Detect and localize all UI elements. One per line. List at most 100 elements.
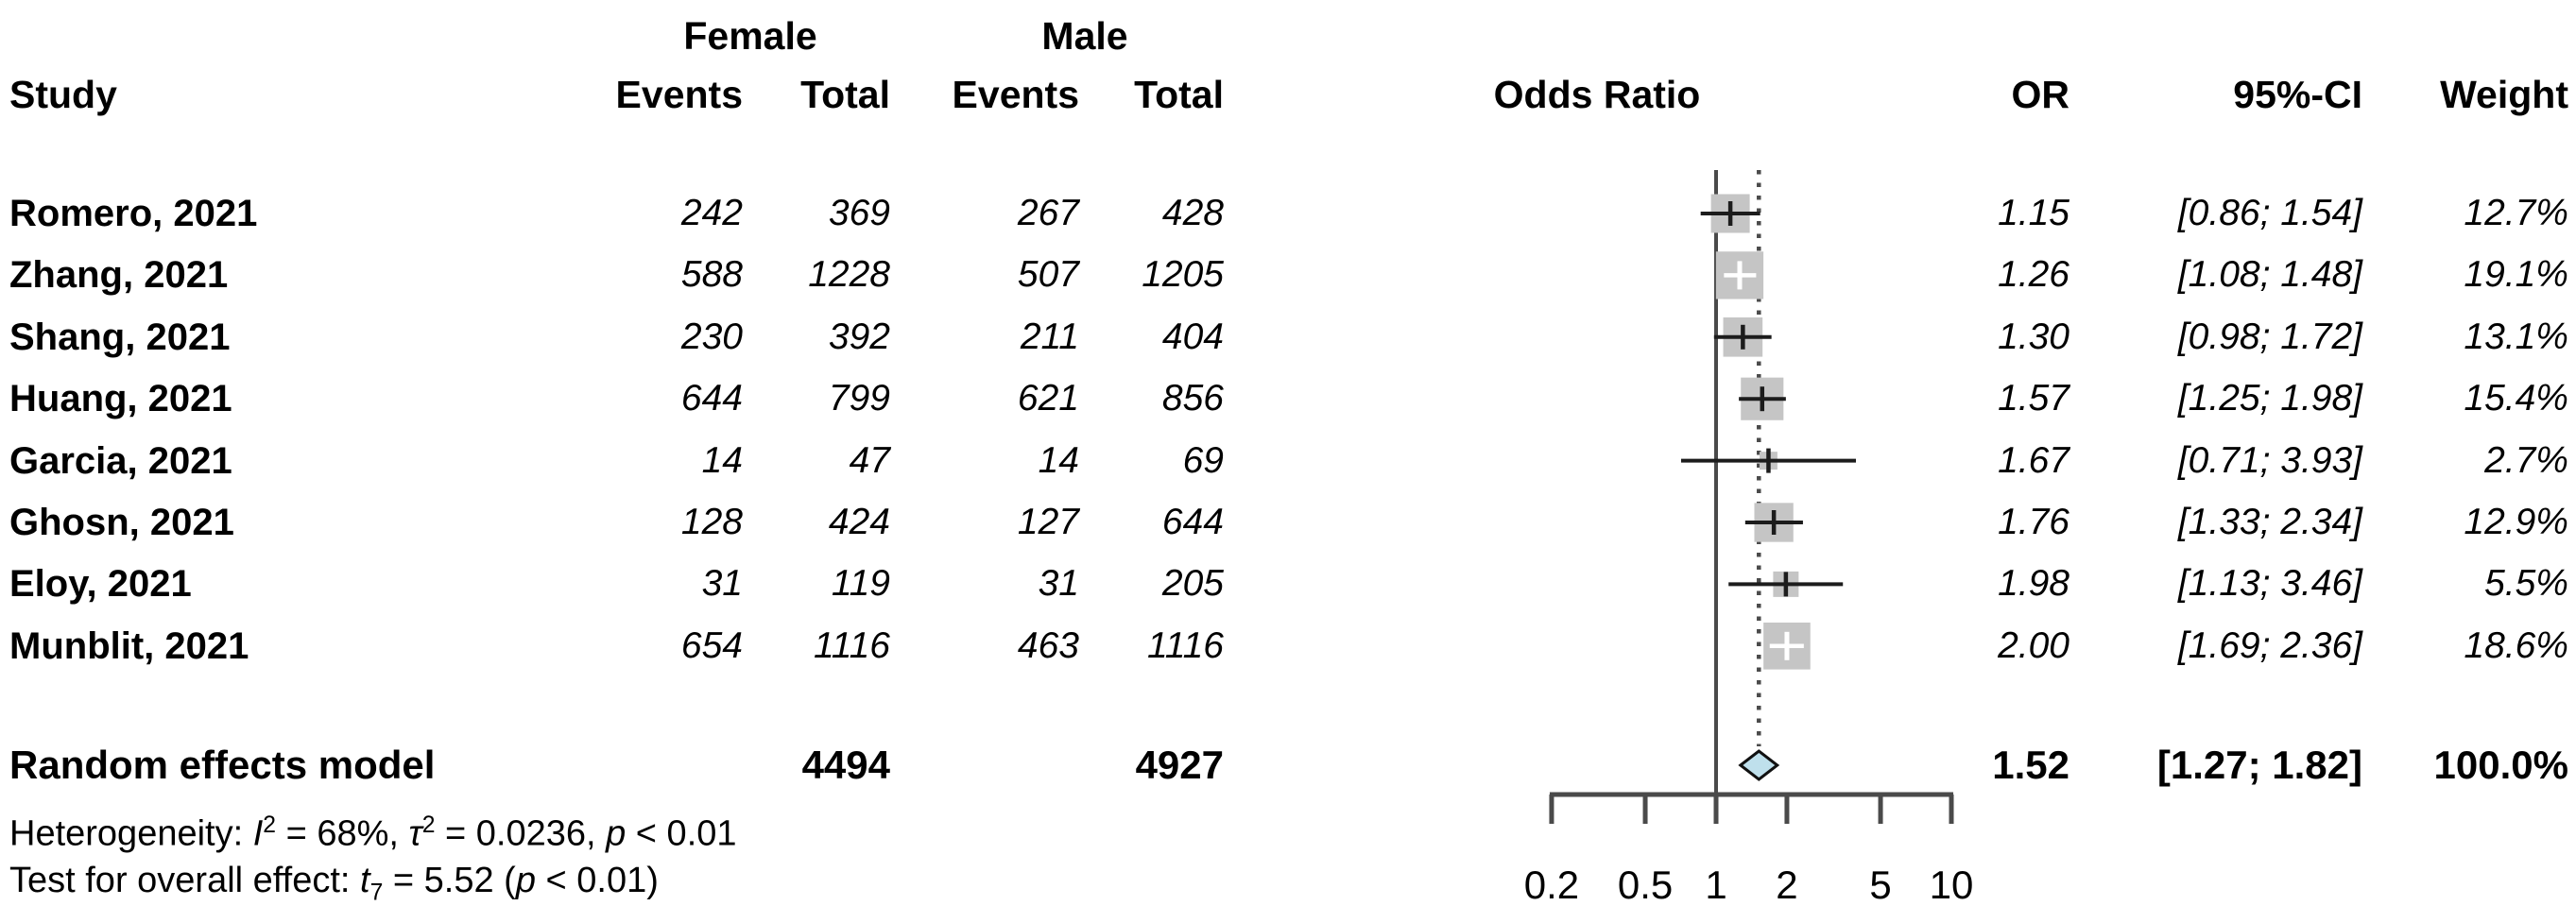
- study-name: Ghosn, 2021: [9, 502, 234, 543]
- male-events: 211: [1020, 316, 1079, 357]
- het-i-symbol: I: [252, 813, 264, 854]
- female-events: 588: [680, 254, 743, 295]
- col-female-total: Total: [800, 73, 890, 116]
- ci-value: [1.69; 2.36]: [2177, 625, 2362, 666]
- test-t-sub: 7: [369, 880, 384, 906]
- female-events: 128: [680, 502, 743, 542]
- het-p-symbol: p: [606, 813, 627, 854]
- female-total: 1116: [814, 625, 890, 666]
- x-axis-tick-label: 5: [1869, 863, 1891, 907]
- het-mid2: = 0.0236,: [435, 813, 607, 854]
- weight-value: 15.4%: [2464, 378, 2568, 419]
- col-group-male: Male: [1041, 14, 1128, 58]
- female-total: 369: [828, 193, 890, 233]
- female-total: 119: [831, 563, 890, 604]
- study-name: Munblit, 2021: [9, 625, 249, 667]
- or-value: 2.00: [1998, 625, 2069, 666]
- summary-label: Random effects model: [9, 743, 436, 787]
- ci-value: [1.25; 1.98]: [2177, 378, 2362, 419]
- test-p-symbol: p: [515, 861, 536, 900]
- col-study: Study: [9, 73, 117, 116]
- x-axis-tick-label: 0.2: [1524, 863, 1579, 907]
- col-odds-ratio: Odds Ratio: [1493, 73, 1701, 116]
- col-male-total: Total: [1134, 73, 1224, 116]
- het-mid1: = 68%,: [276, 813, 409, 854]
- col-ci: 95%-CI: [2233, 73, 2362, 116]
- het-i-sup: 2: [263, 812, 277, 838]
- male-total: 856: [1161, 378, 1224, 419]
- male-total: 69: [1182, 440, 1224, 481]
- ci-value: [1.33; 2.34]: [2177, 502, 2362, 542]
- female-events: 644: [680, 378, 743, 419]
- female-total: 47: [849, 440, 890, 481]
- study-name: Garcia, 2021: [9, 440, 232, 482]
- female-events: 31: [701, 563, 743, 604]
- study-name: Romero, 2021: [9, 193, 258, 234]
- male-total: 205: [1161, 563, 1224, 604]
- study-name: Zhang, 2021: [9, 254, 229, 296]
- overall-effect-note: Test for overall effect: t7 = 5.52 (p < …: [9, 858, 659, 916]
- or-value: 1.30: [1998, 316, 2069, 357]
- female-total: 392: [828, 316, 890, 357]
- male-total: 644: [1161, 502, 1224, 542]
- x-axis-tick-label: 1: [1705, 863, 1726, 907]
- female-total: 799: [828, 378, 890, 419]
- col-female-events: Events: [615, 73, 743, 116]
- female-total: 424: [828, 502, 890, 542]
- female-events: 242: [680, 193, 743, 233]
- male-total: 1205: [1142, 254, 1224, 295]
- female-events: 14: [701, 440, 743, 481]
- male-events: 463: [1017, 625, 1079, 666]
- col-male-events: Events: [952, 73, 1079, 116]
- test-mid: = 5.52 (: [383, 861, 516, 900]
- summary-diamond: [1738, 749, 1780, 781]
- weight-value: 12.7%: [2464, 193, 2568, 233]
- ci-value: [0.98; 1.72]: [2177, 316, 2362, 357]
- male-total: 428: [1161, 193, 1224, 233]
- ci-value: [1.08; 1.48]: [2177, 254, 2362, 295]
- or-value: 1.26: [1998, 254, 2069, 295]
- x-axis-tick-label: 2: [1776, 863, 1797, 907]
- ci-value: [1.13; 3.46]: [2177, 563, 2362, 604]
- or-value: 1.98: [1998, 563, 2069, 604]
- test-t-symbol: t: [360, 861, 370, 900]
- het-prefix: Heterogeneity:: [9, 813, 253, 854]
- summary-weight: 100.0%: [2433, 743, 2568, 787]
- weight-value: 18.6%: [2464, 625, 2568, 666]
- or-value: 1.76: [1998, 502, 2069, 542]
- ci-value: [0.71; 3.93]: [2177, 440, 2362, 481]
- female-events: 654: [680, 625, 743, 666]
- het-tail: < 0.01: [626, 813, 737, 854]
- col-or: OR: [2011, 73, 2070, 116]
- het-tau-sup: 2: [421, 812, 436, 838]
- heterogeneity-note: Heterogeneity: I2 = 68%, τ2 = 0.0236, p …: [9, 803, 737, 857]
- female-total: 1228: [808, 254, 890, 295]
- weight-value: 5.5%: [2484, 563, 2568, 604]
- test-tail: < 0.01): [535, 861, 659, 900]
- x-axis-tick-label: 10: [1930, 863, 1974, 907]
- summary-female-total: 4494: [801, 743, 890, 787]
- male-events: 267: [1017, 193, 1079, 233]
- study-name: Eloy, 2021: [9, 563, 192, 605]
- weight-value: 2.7%: [2484, 440, 2568, 481]
- study-name: Huang, 2021: [9, 378, 232, 419]
- male-events: 127: [1017, 502, 1079, 542]
- male-events: 507: [1017, 254, 1079, 295]
- col-weight: Weight: [2440, 73, 2568, 116]
- male-total: 404: [1161, 316, 1224, 357]
- study-name: Shang, 2021: [9, 316, 231, 358]
- or-value: 1.57: [1998, 378, 2069, 419]
- summary-or: 1.52: [1992, 743, 2069, 787]
- male-events: 621: [1017, 378, 1079, 419]
- male-events: 14: [1038, 440, 1079, 481]
- male-events: 31: [1038, 563, 1079, 604]
- or-value: 1.15: [1998, 193, 2069, 233]
- test-prefix: Test for overall effect:: [9, 861, 361, 900]
- male-total: 1116: [1147, 625, 1224, 666]
- ci-value: [0.86; 1.54]: [2177, 193, 2362, 233]
- weight-value: 13.1%: [2464, 316, 2568, 357]
- weight-value: 12.9%: [2464, 502, 2568, 542]
- weight-value: 19.1%: [2464, 254, 2568, 295]
